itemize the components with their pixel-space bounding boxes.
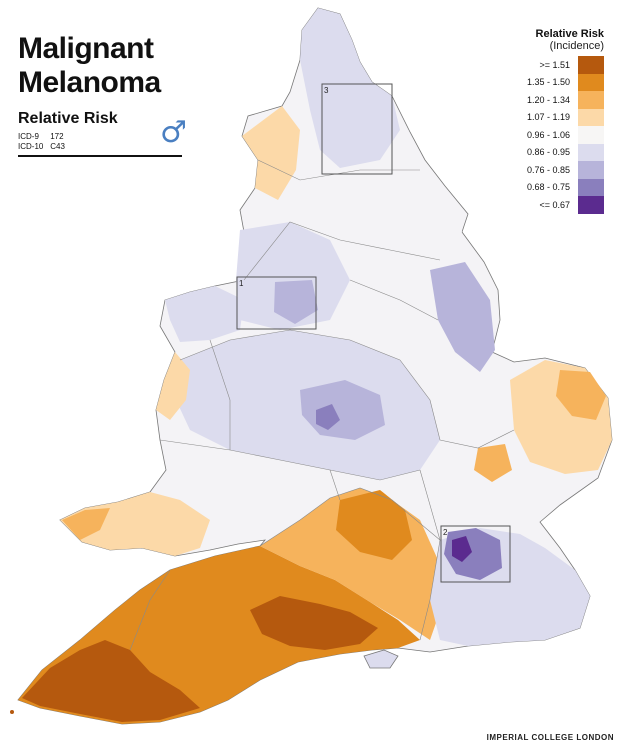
legend-swatch bbox=[578, 178, 604, 196]
title-divider bbox=[18, 155, 182, 157]
map-title: Malignant Melanoma bbox=[18, 32, 161, 100]
region-dorset-very-high bbox=[250, 596, 378, 650]
icd10-row: ICD-10 C43 bbox=[18, 142, 65, 152]
region-wales-southwest bbox=[62, 508, 110, 540]
legend-label: 1.35 - 1.50 bbox=[526, 77, 570, 88]
legend-swatch bbox=[578, 73, 604, 91]
inset-box-1 bbox=[236, 276, 317, 330]
isle-of-wight bbox=[363, 649, 399, 669]
legend-swatch bbox=[578, 196, 604, 214]
credit: IMPERIAL COLLEGE LONDON bbox=[486, 733, 614, 742]
legend-items: >= 1.51 1.35 - 1.50 1.20 - 1.34 1.07 - 1.19… bbox=[504, 56, 604, 214]
legend-item: 0.76 - 0.85 bbox=[504, 161, 604, 179]
region-south-high bbox=[336, 490, 412, 560]
legend-swatch bbox=[578, 143, 604, 161]
legend-label: 0.76 - 0.85 bbox=[526, 164, 570, 175]
icd9-label: ICD-9 bbox=[18, 132, 39, 141]
region-birmingham-core bbox=[316, 404, 340, 430]
legend-swatch bbox=[578, 91, 604, 109]
legend-item: >= 1.51 bbox=[504, 56, 604, 74]
legend-label: 1.07 - 1.19 bbox=[526, 112, 570, 123]
legend-swatch bbox=[578, 126, 604, 144]
icd10-label: ICD-10 bbox=[18, 142, 44, 151]
inset-box-2 bbox=[440, 525, 511, 583]
inset-label-2: 2 bbox=[443, 528, 448, 537]
boundaries bbox=[129, 159, 515, 651]
legend-item: 1.20 - 1.34 bbox=[504, 91, 604, 109]
legend-label: 1.20 - 1.34 bbox=[526, 94, 570, 105]
legend-label: 0.86 - 0.95 bbox=[526, 147, 570, 158]
region-wales-north bbox=[165, 286, 244, 342]
region-wales-south bbox=[60, 492, 210, 556]
icd9-value: 172 bbox=[50, 132, 64, 141]
region-london-core bbox=[452, 536, 472, 562]
legend-item: 1.07 - 1.19 bbox=[504, 108, 604, 126]
inset-label-1: 1 bbox=[239, 279, 244, 288]
legend: Relative Risk (Incidence) >= 1.51 1.35 - … bbox=[504, 28, 604, 214]
region-cumbria bbox=[242, 106, 300, 200]
icd10-value: C43 bbox=[50, 142, 65, 151]
icd9-row: ICD-9 172 bbox=[18, 132, 65, 142]
inset-label-3: 3 bbox=[324, 86, 329, 95]
region-north-west bbox=[236, 222, 350, 330]
map-subtitle: Relative Risk bbox=[18, 110, 118, 127]
male-symbol-icon: ♂ bbox=[160, 115, 187, 150]
region-lincolnshire bbox=[430, 262, 495, 372]
legend-item: 0.96 - 1.06 bbox=[504, 126, 604, 144]
region-east-anglia-high bbox=[556, 370, 606, 420]
legend-label: <= 0.67 bbox=[539, 199, 570, 210]
legend-label: >= 1.51 bbox=[539, 59, 570, 70]
title-line-2: Melanoma bbox=[18, 66, 161, 99]
legend-swatch bbox=[578, 56, 604, 74]
legend-item: 0.68 - 0.75 bbox=[504, 178, 604, 196]
region-north-east bbox=[300, 8, 400, 168]
isles-of-scilly bbox=[10, 710, 14, 714]
legend-item: 0.86 - 0.95 bbox=[504, 143, 604, 161]
legend-subtitle: (Incidence) bbox=[549, 40, 604, 52]
legend-swatch bbox=[578, 161, 604, 179]
legend-title: Relative Risk bbox=[535, 28, 604, 40]
icd-codes: ICD-9 172 ICD-10 C43 bbox=[18, 132, 65, 152]
region-southwest-very-high bbox=[22, 640, 200, 722]
legend-item: 1.35 - 1.50 bbox=[504, 73, 604, 91]
region-wales-west bbox=[156, 352, 190, 420]
region-essex bbox=[474, 444, 512, 482]
legend-swatch bbox=[578, 108, 604, 126]
region-manchester bbox=[274, 280, 318, 324]
title-line-1: Malignant bbox=[18, 32, 154, 65]
region-yorkshire bbox=[300, 170, 462, 260]
legend-label: 0.68 - 0.75 bbox=[526, 182, 570, 193]
legend-label: 0.96 - 1.06 bbox=[526, 129, 570, 140]
inset-box-3 bbox=[321, 83, 393, 175]
inset-boxes bbox=[236, 83, 511, 583]
legend-item: <= 0.67 bbox=[504, 196, 604, 214]
